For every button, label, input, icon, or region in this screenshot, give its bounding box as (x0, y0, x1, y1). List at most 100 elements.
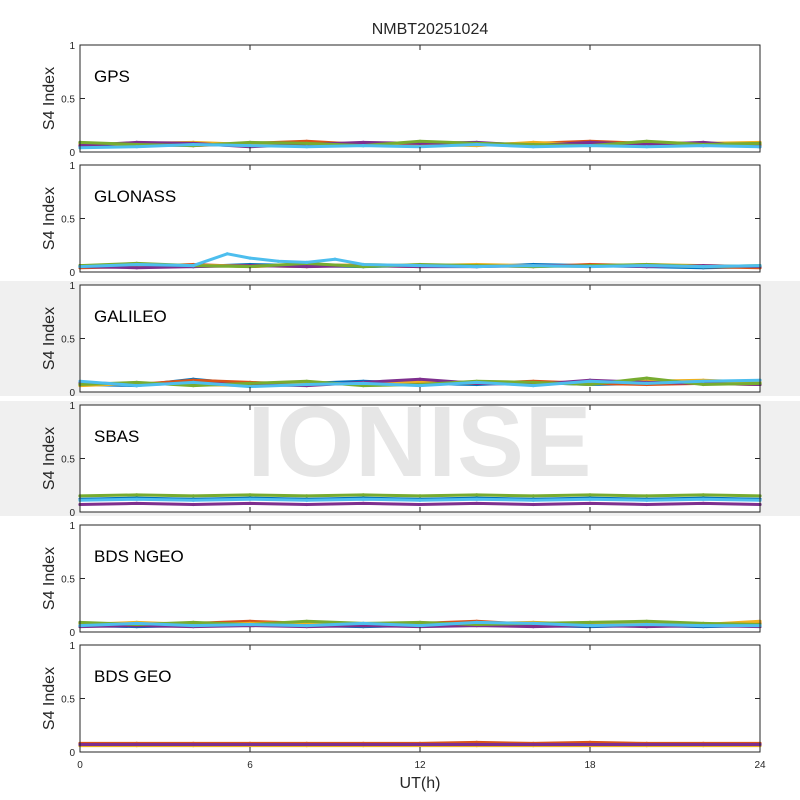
panel-label: GALILEO (94, 307, 167, 326)
panel-label: GPS (94, 67, 130, 86)
data-point (191, 384, 195, 388)
data-point (701, 501, 705, 505)
data-point (475, 142, 479, 147)
data-point (531, 625, 535, 629)
data-point (418, 620, 422, 625)
data-point (701, 265, 705, 269)
data-point (531, 380, 535, 384)
data-point (588, 382, 592, 387)
data-point (645, 264, 649, 268)
data-point (418, 498, 422, 502)
data-point (305, 494, 309, 498)
data-point (135, 266, 139, 270)
y-tick-label: 0 (69, 268, 75, 279)
data-point (645, 139, 649, 143)
y-tick-label: 1 (69, 401, 75, 412)
data-point (225, 252, 229, 256)
data-point (135, 742, 139, 747)
data-point (645, 502, 649, 507)
y-tick-label: 1 (69, 281, 75, 292)
y-tick-label: 0.5 (61, 335, 75, 346)
y-tick-label: 0 (69, 148, 75, 159)
data-point (248, 381, 252, 385)
data-point (135, 262, 139, 267)
data-point (531, 742, 535, 747)
data-point (418, 494, 422, 498)
data-point (135, 145, 139, 149)
panel-label: SBAS (94, 427, 139, 446)
y-tick-label: 0.5 (61, 215, 75, 226)
data-point (248, 256, 252, 260)
data-point (588, 620, 592, 625)
data-point (588, 742, 592, 747)
panel-label: GLONASS (94, 187, 176, 206)
data-point (135, 621, 139, 626)
data-point (361, 501, 365, 505)
data-point (191, 620, 195, 625)
data-point (361, 621, 365, 626)
data-point (701, 497, 705, 501)
panel-bds-geo: 0 0.5 1 0 6 12 18 24 BDS GEO S4 Index (41, 641, 766, 771)
data-point (361, 144, 365, 148)
data-point (305, 502, 309, 507)
plot-area (80, 165, 760, 272)
data-point (305, 498, 309, 502)
y-tick-label: 0.5 (61, 95, 75, 106)
x-axis-label: UT(h) (400, 775, 441, 792)
data-point (418, 624, 422, 628)
data-point (361, 742, 365, 747)
data-point (701, 144, 705, 148)
data-point (701, 624, 705, 628)
data-point (191, 502, 195, 507)
y-axis-label: S4 Index (41, 307, 58, 370)
x-tick-label: 18 (584, 760, 596, 771)
data-point (248, 742, 252, 747)
data-point (418, 384, 422, 388)
data-point (475, 493, 479, 497)
panel-label: BDS GEO (94, 667, 171, 686)
plot-area (80, 645, 760, 752)
data-point (531, 502, 535, 507)
data-point (305, 265, 309, 269)
data-point (248, 265, 252, 269)
data-point (361, 497, 365, 501)
plot-area (80, 525, 760, 632)
data-point (531, 494, 535, 498)
x-tick-label: 6 (247, 760, 253, 771)
data-point (248, 501, 252, 505)
data-point (645, 622, 649, 627)
data-point (191, 264, 195, 268)
data-point (361, 140, 365, 144)
panel-glonass: 0 0.5 1 GLONASS S4 Index (41, 161, 762, 279)
y-axis-label: S4 Index (41, 427, 58, 490)
data-point (191, 498, 195, 502)
data-point (135, 384, 139, 388)
data-point (191, 494, 195, 498)
data-point (701, 382, 705, 387)
y-tick-label: 0 (69, 508, 75, 519)
data-point (191, 380, 195, 384)
data-point (701, 493, 705, 497)
data-point (418, 377, 422, 381)
data-point (418, 742, 422, 747)
data-point (531, 621, 535, 626)
panel-galileo: 0 0.5 1 GALILEO S4 Index (0, 281, 800, 399)
data-point (361, 262, 365, 267)
data-point (475, 380, 479, 384)
y-tick-label: 1 (69, 41, 75, 52)
plot-area (80, 405, 760, 512)
data-point (588, 379, 592, 383)
y-tick-label: 0.5 (61, 695, 75, 706)
data-point (305, 379, 309, 383)
data-point (475, 620, 479, 625)
data-point (645, 494, 649, 498)
y-axis-label: S4 Index (41, 547, 58, 610)
data-point (475, 265, 479, 269)
data-point (361, 381, 365, 385)
panel-label: BDS NGEO (94, 547, 184, 566)
data-point (418, 139, 422, 143)
x-tick-label: 12 (414, 760, 426, 771)
data-point (588, 493, 592, 497)
y-tick-label: 1 (69, 161, 75, 172)
